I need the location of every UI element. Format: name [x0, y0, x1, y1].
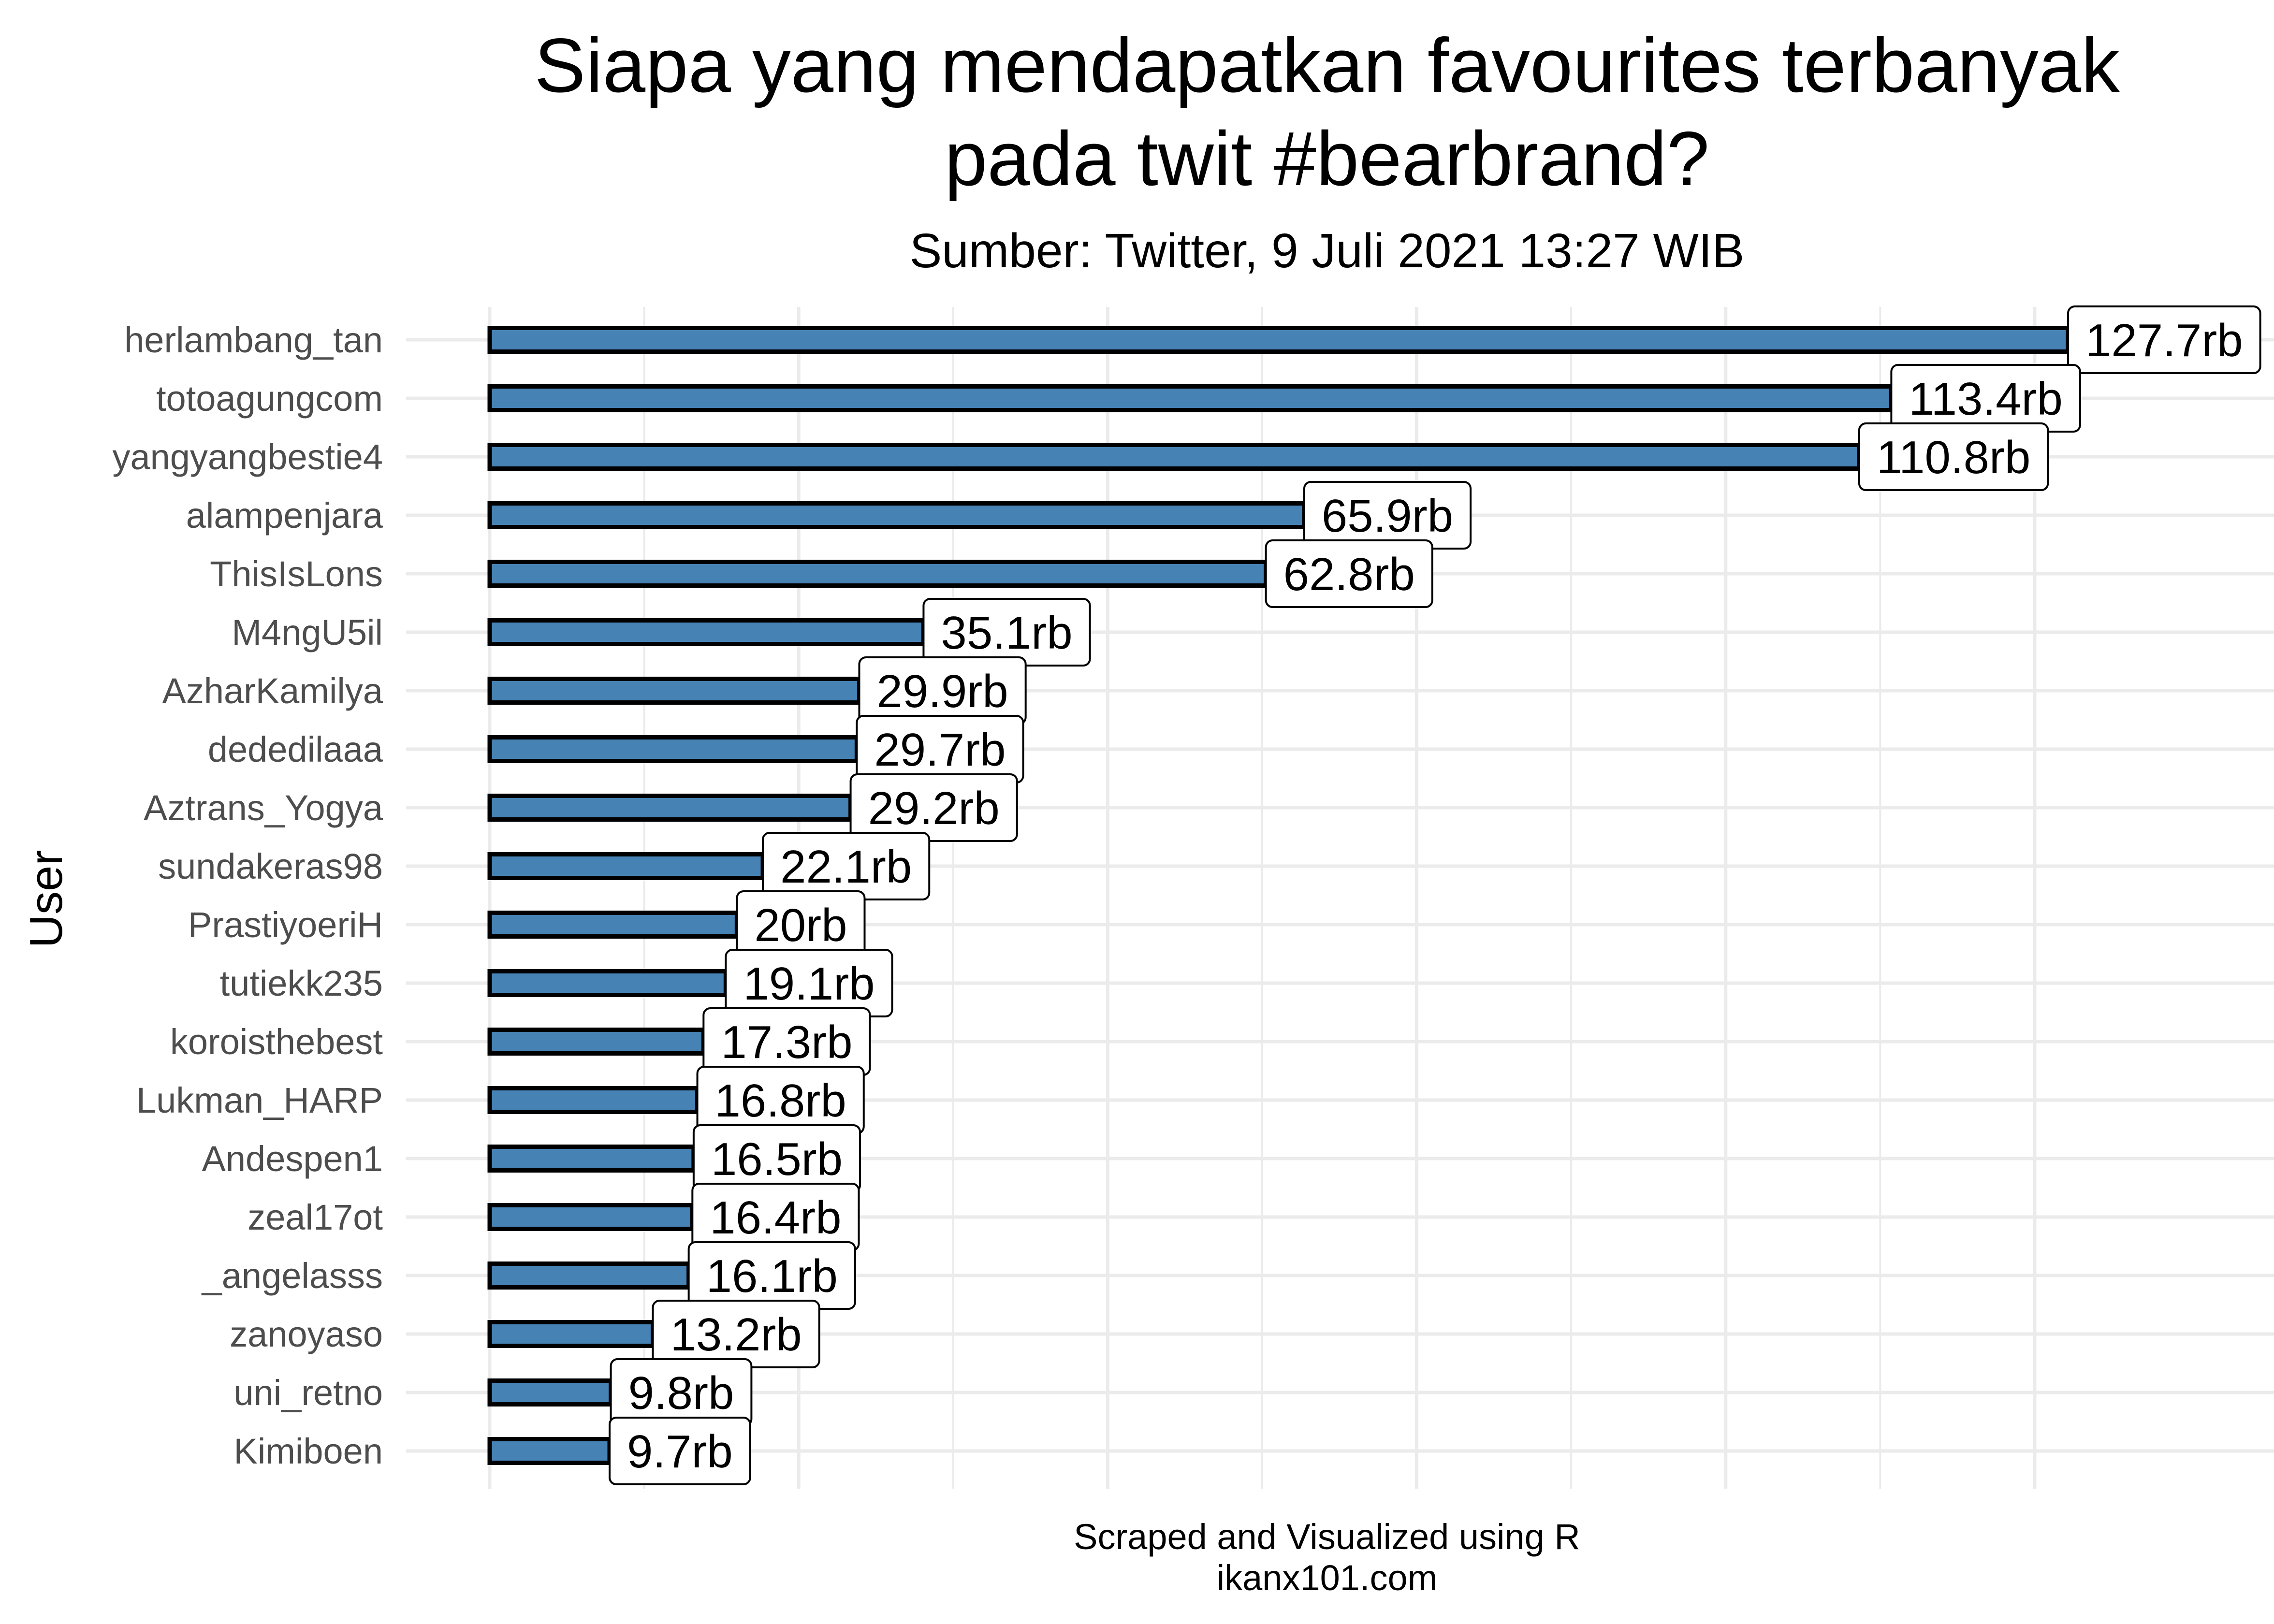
bar	[487, 443, 1862, 471]
category-label: zeal17ot	[248, 1197, 383, 1237]
data-label: 16.8rb	[715, 1075, 846, 1127]
category-label: sundakeras98	[158, 846, 383, 886]
data-label-box	[2067, 305, 2261, 374]
bar	[487, 1086, 700, 1114]
bar	[487, 618, 926, 646]
data-label-box	[1265, 539, 1433, 608]
data-label: 113.4rb	[1909, 373, 2062, 425]
data-label: 13.2rb	[670, 1309, 802, 1361]
data-label: 62.8rb	[1283, 549, 1415, 600]
data-label: 19.1rb	[743, 958, 875, 1010]
data-label: 16.4rb	[710, 1192, 841, 1244]
data-label: 127.7rb	[2085, 315, 2243, 366]
chart-title-line2: pada twit #bearbrand?	[945, 116, 1709, 202]
data-label-box	[609, 1417, 751, 1485]
bar	[487, 969, 728, 997]
category-label: herlambang_tan	[124, 320, 383, 360]
data-label: 17.3rb	[721, 1016, 852, 1068]
bar	[487, 1437, 612, 1465]
category-label: PrastiyoeriH	[188, 905, 383, 945]
data-label: 9.8rb	[628, 1367, 734, 1419]
category-label: Aztrans_Yogya	[144, 788, 383, 828]
chart-caption-line2: ikanx101.com	[1217, 1558, 1438, 1598]
bar	[487, 1203, 695, 1231]
category-label: ThisIsLons	[210, 554, 383, 594]
data-label: 65.9rb	[1322, 490, 1453, 542]
category-label: _angelasss	[201, 1256, 383, 1296]
data-label-box	[1858, 422, 2049, 491]
data-label: 22.1rb	[780, 841, 912, 893]
bar	[487, 794, 853, 822]
bar	[487, 677, 861, 705]
category-label: zanoyaso	[230, 1314, 383, 1354]
data-label: 29.9rb	[876, 666, 1008, 717]
category-label: uni_retno	[233, 1373, 383, 1413]
category-label: tutiekk235	[220, 963, 383, 1003]
bar	[487, 1028, 706, 1056]
bar	[487, 1262, 691, 1290]
bar	[487, 1378, 613, 1406]
category-label: AzharKamilya	[162, 671, 383, 711]
category-label: yangyangbestie4	[112, 437, 383, 477]
category-label: koroisthebest	[170, 1022, 383, 1062]
bar	[487, 560, 1268, 588]
value-labels: 127.7rb 113.4rb 110.8rb 65.9rb 62.8rb 35.1rb 2…	[609, 305, 2261, 1485]
bar	[487, 326, 2070, 354]
data-label: 110.8rb	[1877, 432, 2030, 483]
bar	[487, 384, 1894, 412]
category-label: M4ngU5il	[232, 612, 383, 652]
data-label: 16.1rb	[706, 1250, 838, 1302]
data-label: 16.5rb	[711, 1133, 843, 1185]
bar	[487, 911, 739, 939]
category-label: totoagungcom	[156, 378, 383, 419]
bar	[487, 852, 765, 880]
bar	[487, 501, 1307, 529]
chart-caption-line1: Scraped and Visualized using R	[1074, 1517, 1580, 1557]
category-labels: herlambang_tan totoagungcom yangyangbestie…	[112, 320, 383, 1471]
data-label: 29.7rb	[874, 724, 1006, 776]
data-label: 35.1rb	[941, 607, 1072, 659]
category-label: Kimiboen	[233, 1431, 383, 1471]
category-label: alampenjara	[186, 495, 383, 536]
category-label: Andespen1	[202, 1139, 383, 1179]
data-label: 9.7rb	[627, 1426, 733, 1478]
bar	[487, 735, 859, 763]
y-axis-label: User	[20, 850, 72, 948]
data-label: 20rb	[754, 899, 847, 951]
bar	[487, 1145, 696, 1173]
data-label: 29.2rb	[868, 783, 1000, 834]
chart-title-line1: Siapa yang mendapatkan favourites terban…	[534, 22, 2120, 108]
category-label: dededilaaa	[208, 729, 383, 769]
chart-subtitle: Sumber: Twitter, 9 Juli 2021 13:27 WIB	[910, 224, 1745, 278]
category-label: Lukman_HARP	[136, 1080, 383, 1120]
data-label-box	[849, 773, 1018, 842]
bar	[487, 1320, 655, 1348]
